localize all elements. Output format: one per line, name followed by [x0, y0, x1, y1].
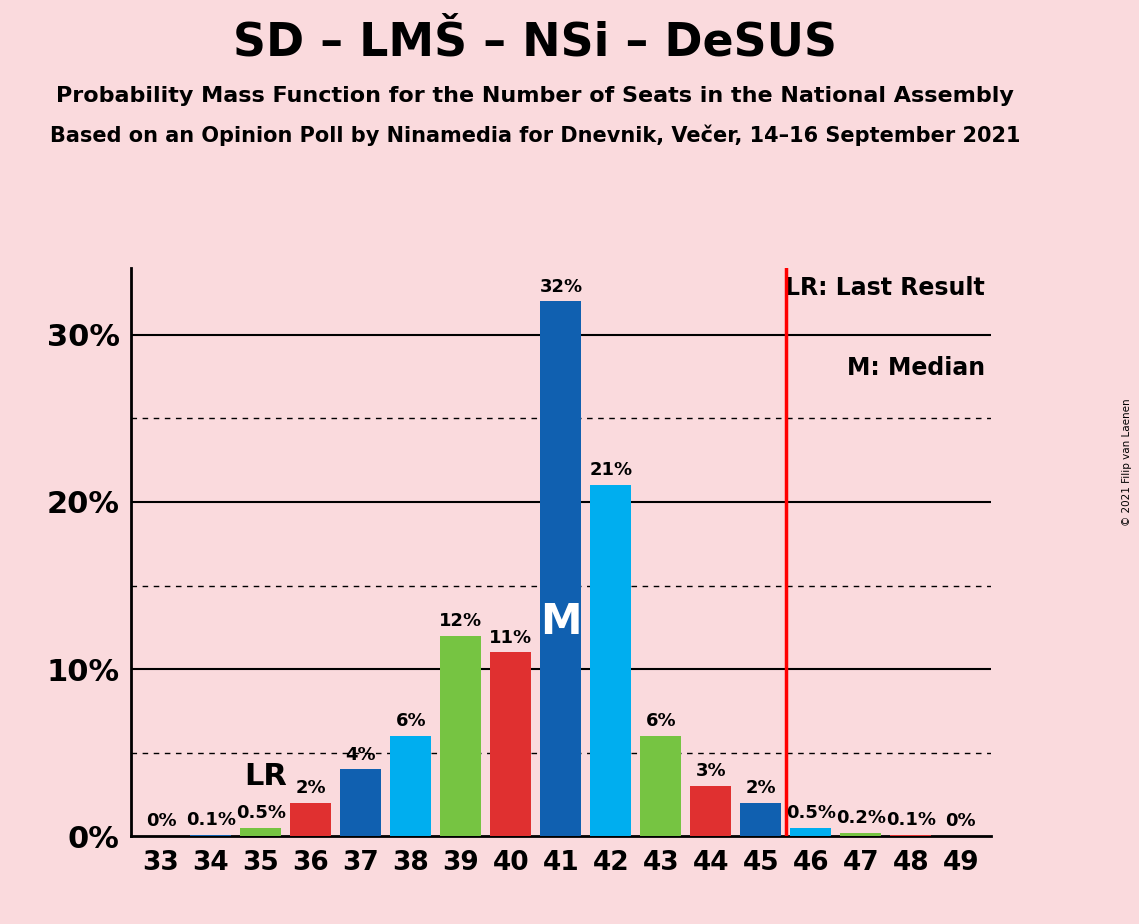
Bar	[190, 834, 231, 836]
Bar	[891, 834, 932, 836]
Bar	[541, 301, 581, 836]
Bar	[740, 803, 781, 836]
Text: 0.1%: 0.1%	[886, 810, 936, 829]
Bar	[341, 770, 382, 836]
Text: 4%: 4%	[345, 746, 376, 763]
Bar	[590, 485, 631, 836]
Text: 0.2%: 0.2%	[836, 809, 886, 827]
Text: 32%: 32%	[540, 277, 582, 296]
Text: 0.5%: 0.5%	[236, 804, 286, 822]
Text: 21%: 21%	[589, 461, 632, 480]
Text: Probability Mass Function for the Number of Seats in the National Assembly: Probability Mass Function for the Number…	[57, 86, 1014, 106]
Text: 6%: 6%	[646, 712, 677, 730]
Text: 12%: 12%	[440, 612, 483, 630]
Text: 0.1%: 0.1%	[186, 810, 236, 829]
Text: 2%: 2%	[746, 779, 777, 796]
Bar	[790, 828, 831, 836]
Text: 11%: 11%	[490, 628, 533, 647]
Text: © 2021 Filip van Laenen: © 2021 Filip van Laenen	[1122, 398, 1132, 526]
Text: M: Median: M: Median	[846, 356, 985, 380]
Text: 0%: 0%	[945, 812, 976, 831]
Bar	[441, 636, 482, 836]
Bar	[391, 736, 432, 836]
Text: 2%: 2%	[296, 779, 326, 796]
Text: Based on an Opinion Poll by Ninamedia for Dnevnik, Večer, 14–16 September 2021: Based on an Opinion Poll by Ninamedia fo…	[50, 125, 1021, 146]
Bar	[290, 803, 331, 836]
Text: 3%: 3%	[696, 762, 727, 780]
Text: 0.5%: 0.5%	[786, 804, 836, 822]
Bar	[491, 652, 532, 836]
Text: 6%: 6%	[395, 712, 426, 730]
Text: 0%: 0%	[146, 812, 177, 831]
Text: LR: LR	[245, 762, 287, 791]
Bar	[690, 786, 731, 836]
Text: M: M	[540, 602, 582, 643]
Bar	[640, 736, 681, 836]
Text: LR: Last Result: LR: Last Result	[785, 276, 985, 300]
Bar	[240, 828, 281, 836]
Text: SD – LMŠ – NSi – DeSUS: SD – LMŠ – NSi – DeSUS	[233, 20, 837, 66]
Bar	[841, 833, 882, 836]
